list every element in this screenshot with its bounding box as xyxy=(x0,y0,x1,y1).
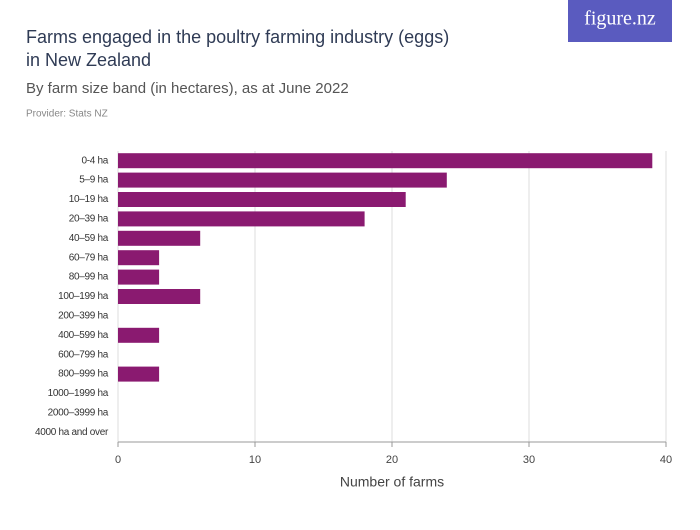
x-tick-label: 10 xyxy=(249,454,261,466)
bar xyxy=(118,192,406,207)
x-axis-label: Number of farms xyxy=(340,474,444,490)
x-tick-label: 40 xyxy=(660,454,672,466)
y-tick-label: 400–599 ha xyxy=(58,330,109,341)
y-tick-label: 200–399 ha xyxy=(58,311,109,322)
bar xyxy=(118,172,447,188)
y-tick-label: 40–59 ha xyxy=(69,233,109,244)
y-tick-label: 2000–3999 ha xyxy=(48,408,109,419)
bar xyxy=(118,327,160,343)
y-tick-label: 600–799 ha xyxy=(58,349,109,360)
x-tick-label: 20 xyxy=(386,454,398,466)
x-tick-label: 0 xyxy=(115,454,121,466)
provider: Provider: Stats NZ xyxy=(26,109,108,120)
y-tick-label: 1000–1999 ha xyxy=(48,388,109,399)
y-tick-label: 5–9 ha xyxy=(79,175,109,186)
y-tick-label: 100–199 ha xyxy=(58,291,109,302)
bar xyxy=(118,230,201,246)
y-tick-label: 60–79 ha xyxy=(69,252,109,263)
y-tick-label: 800–999 ha xyxy=(58,369,109,380)
logo-box[interactable] xyxy=(568,0,672,42)
chart-title: Farms engaged in the poultry farming ind… xyxy=(26,27,449,47)
y-tick-label: 0-4 ha xyxy=(81,155,108,166)
y-tick-label: 80–99 ha xyxy=(69,272,109,283)
y-tick-label: 4000 ha and over xyxy=(35,427,109,438)
bar xyxy=(118,211,365,227)
bar xyxy=(118,250,160,266)
bar xyxy=(118,366,160,382)
y-tick-label: 20–39 ha xyxy=(69,214,109,225)
bar xyxy=(118,269,160,285)
bar xyxy=(118,153,653,169)
bar xyxy=(118,289,201,304)
x-tick-label: 30 xyxy=(523,454,535,466)
y-tick-label: 10–19 ha xyxy=(69,194,109,205)
logo[interactable]: figure.nz xyxy=(584,8,656,30)
chart-subtitle: By farm size band (in hectares), as at J… xyxy=(26,80,349,97)
chart-title: in New Zealand xyxy=(26,50,151,70)
